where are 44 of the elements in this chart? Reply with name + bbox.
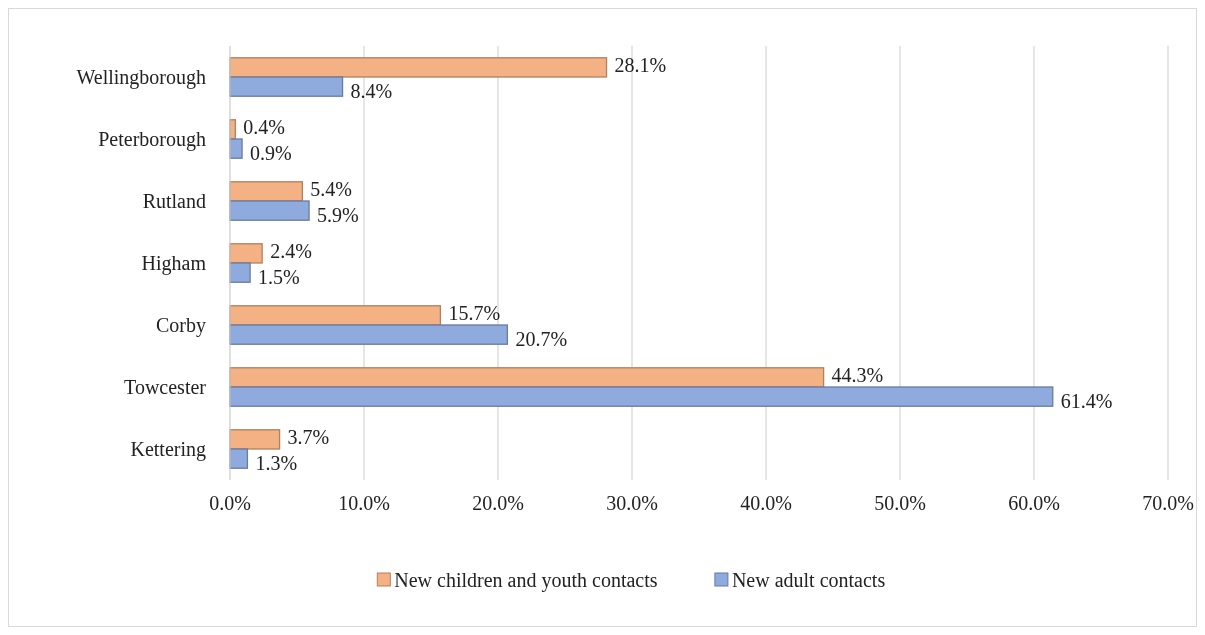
legend-label: New adult contacts bbox=[731, 569, 886, 591]
bar bbox=[229, 138, 243, 159]
data-label: 0.4% bbox=[243, 116, 286, 139]
x-tick-label: 70.0% bbox=[1142, 492, 1194, 514]
bar bbox=[229, 262, 251, 283]
y-tick-label: Peterborough bbox=[98, 128, 206, 151]
bar bbox=[229, 429, 281, 450]
data-label: 44.3% bbox=[831, 364, 884, 387]
data-label: 1.3% bbox=[255, 451, 298, 474]
x-tick-label: 20.0% bbox=[472, 492, 524, 514]
bar bbox=[229, 386, 1054, 407]
bar bbox=[229, 448, 249, 469]
x-tick-label: 30.0% bbox=[606, 492, 658, 514]
data-label: 61.4% bbox=[1060, 389, 1113, 412]
y-tick-label: Corby bbox=[156, 314, 206, 337]
y-tick-label: Towcester bbox=[124, 376, 207, 398]
bar bbox=[229, 200, 310, 221]
bar bbox=[229, 181, 304, 202]
data-label: 5.4% bbox=[310, 178, 353, 201]
data-label: 0.9% bbox=[250, 141, 292, 164]
y-tick-label: Wellingborough bbox=[76, 66, 206, 89]
bar bbox=[229, 76, 344, 97]
bar bbox=[229, 243, 263, 264]
bar bbox=[229, 324, 509, 345]
x-tick-label: 60.0% bbox=[1008, 492, 1060, 514]
bar bbox=[229, 305, 442, 326]
y-tick-label: Higham bbox=[141, 252, 207, 275]
y-tick-label: Kettering bbox=[130, 438, 206, 461]
data-label: 2.4% bbox=[270, 240, 312, 263]
data-label: 3.7% bbox=[287, 426, 330, 449]
data-label: 15.7% bbox=[448, 302, 501, 325]
y-tick-label: Rutland bbox=[142, 190, 206, 212]
data-label: 28.1% bbox=[614, 54, 667, 77]
x-tick-label: 10.0% bbox=[338, 492, 390, 514]
data-label: 1.5% bbox=[258, 265, 300, 288]
x-tick-label: 40.0% bbox=[740, 492, 792, 514]
legend-label: New children and youth contacts bbox=[394, 569, 658, 592]
x-tick-label: 0.0% bbox=[209, 492, 251, 514]
data-label: 20.7% bbox=[515, 327, 568, 350]
data-label: 8.4% bbox=[350, 79, 393, 102]
data-label: 5.9% bbox=[317, 203, 359, 226]
x-tick-label: 50.0% bbox=[874, 492, 926, 514]
bar bbox=[229, 367, 825, 388]
bar bbox=[229, 57, 608, 78]
